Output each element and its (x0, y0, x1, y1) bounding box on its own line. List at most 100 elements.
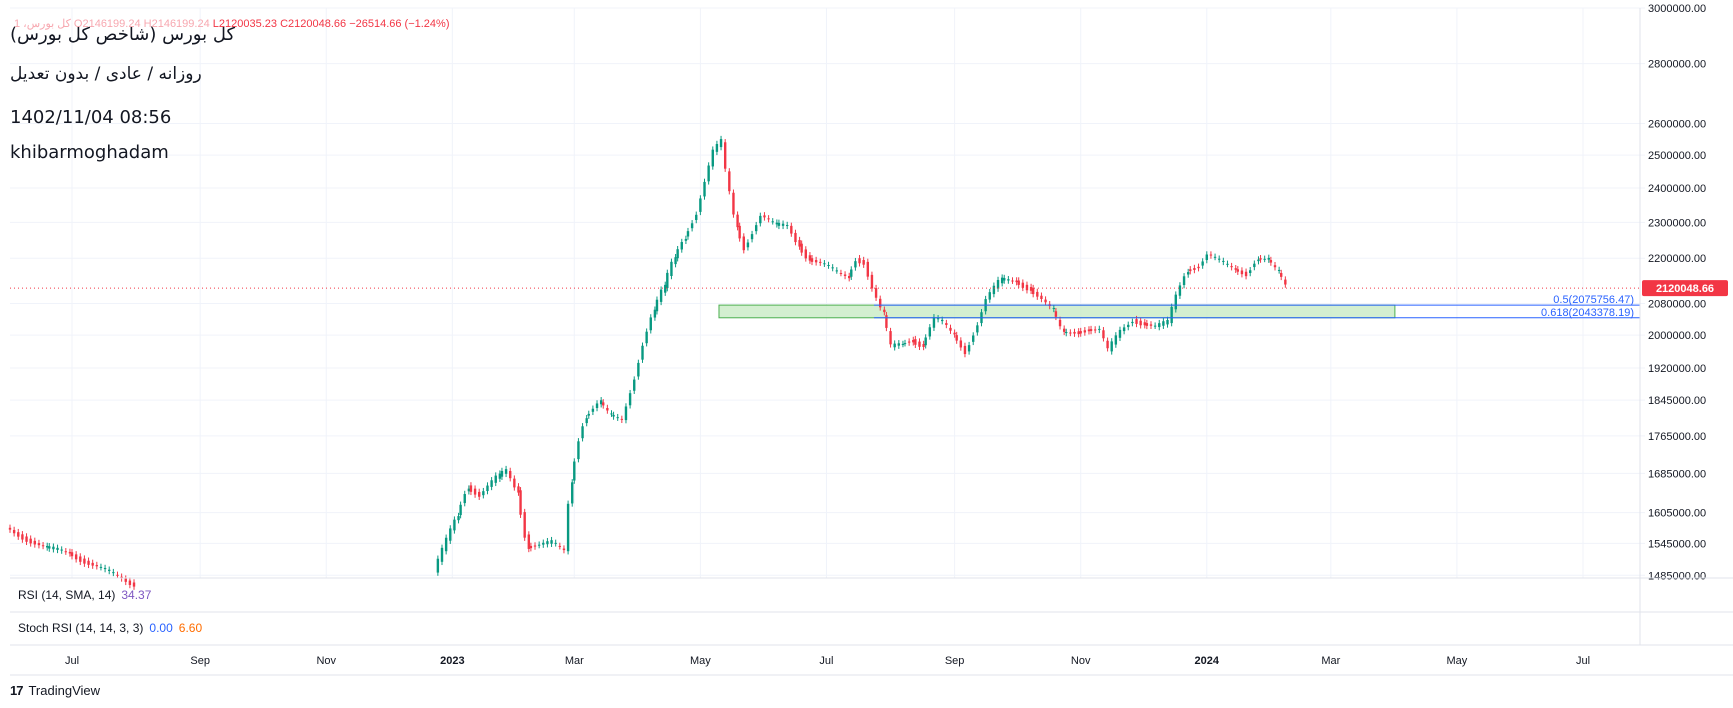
candle (1011, 277, 1014, 284)
price-tick-label: 1545000.00 (1648, 538, 1706, 550)
candle (1131, 318, 1134, 327)
candle-body (649, 317, 652, 331)
candle-body (870, 274, 874, 289)
candle-body (46, 545, 49, 548)
candle-body (1054, 311, 1058, 317)
candle (478, 488, 481, 500)
candle (723, 139, 727, 172)
candle (967, 341, 971, 355)
candle (1058, 316, 1062, 330)
candle (1244, 268, 1248, 280)
candle-body (641, 345, 644, 360)
candle (504, 465, 508, 478)
candle (992, 282, 996, 298)
candle-body (988, 292, 991, 300)
candle (655, 296, 659, 315)
candle (874, 284, 878, 301)
candle-body (546, 541, 549, 545)
rsi-label: RSI (14, SMA, 14) (18, 588, 116, 602)
candle (684, 235, 688, 245)
candle (664, 281, 667, 296)
candle (1017, 277, 1020, 289)
price-axis[interactable]: 3000000.00 2800000.00 2600000.00 2500000.00… (1639, 3, 1728, 582)
candle (1077, 328, 1080, 338)
fib-level-label: 0.618(2043378.19) (1541, 307, 1634, 319)
ohlc-change: −26514.66 (−1.24%) (349, 18, 450, 30)
time-tick-label: Jul (1576, 655, 1590, 667)
candle-body (1186, 272, 1190, 275)
candle-body (850, 269, 853, 277)
candle (1267, 254, 1271, 263)
candle-body (124, 578, 127, 582)
tradingview-brand: TradingView (28, 683, 101, 698)
candle (932, 314, 936, 331)
candle-body (1226, 263, 1229, 265)
candle (963, 342, 967, 358)
time-axis[interactable]: Jul Sep Nov 2023 Mar May Jul Sep Nov 2024 Mar May Ju… (65, 655, 1590, 667)
candle (628, 389, 632, 409)
candle (843, 271, 847, 280)
candle (1139, 317, 1142, 329)
candle (1236, 266, 1240, 275)
candle-body (1011, 280, 1014, 282)
candle (91, 559, 94, 569)
candle (854, 257, 857, 271)
candle (1182, 273, 1186, 289)
time-tick-label: May (1447, 655, 1468, 667)
time-tick-label: 2023 (440, 655, 464, 667)
candle (823, 260, 826, 267)
candle (1003, 274, 1006, 284)
ohlc-open: O2146199.24 (73, 18, 141, 30)
candle-body (1230, 266, 1233, 268)
candle-body (1000, 277, 1004, 284)
candle-body (1189, 269, 1192, 272)
candle-body (907, 341, 911, 343)
candle (715, 140, 719, 156)
candle-body (116, 574, 119, 576)
candle (1240, 267, 1244, 278)
stoch-pane-label[interactable]: Stoch RSI (14, 14, 3, 3) 0.00 6.60 (18, 621, 202, 635)
candle (1036, 288, 1039, 300)
candle (79, 553, 82, 566)
candle-body (914, 339, 917, 345)
candle-body (1062, 328, 1066, 332)
candle-body (1106, 340, 1109, 349)
candle-body (763, 215, 766, 218)
candle (883, 306, 886, 316)
candle-body (879, 298, 882, 308)
price-tick-label: 2000000.00 (1648, 330, 1706, 342)
candle (879, 295, 882, 311)
candle (680, 238, 683, 253)
candle-body (674, 257, 677, 265)
time-tick-label: Sep (945, 655, 965, 667)
candle-body (577, 441, 580, 460)
candle-body (955, 335, 958, 341)
candle-body (463, 494, 466, 504)
candle-body (1197, 266, 1200, 269)
candle (1118, 326, 1122, 342)
candle-body (1044, 299, 1047, 303)
candle-body (976, 325, 979, 333)
candle-body (1017, 280, 1020, 285)
candle (1174, 291, 1177, 313)
candle (70, 549, 74, 560)
candle (711, 146, 714, 170)
candle-body (542, 542, 545, 545)
candle-body (781, 223, 785, 226)
tradingview-footer[interactable]: 17 TradingView (10, 683, 100, 698)
candle (738, 222, 741, 242)
candle-body (922, 344, 925, 347)
grid-lines (10, 7, 1645, 578)
candle (469, 482, 473, 496)
candle (1110, 338, 1113, 355)
candle-body (1021, 282, 1025, 288)
rsi-pane-label[interactable]: RSI (14, SMA, 14) 34.37 (18, 588, 151, 602)
candle-body (723, 142, 727, 169)
candle-body (599, 400, 603, 405)
candle (463, 490, 466, 507)
candle (649, 314, 652, 334)
candle (577, 438, 580, 463)
candle-body (1143, 322, 1146, 326)
candle (653, 306, 657, 321)
